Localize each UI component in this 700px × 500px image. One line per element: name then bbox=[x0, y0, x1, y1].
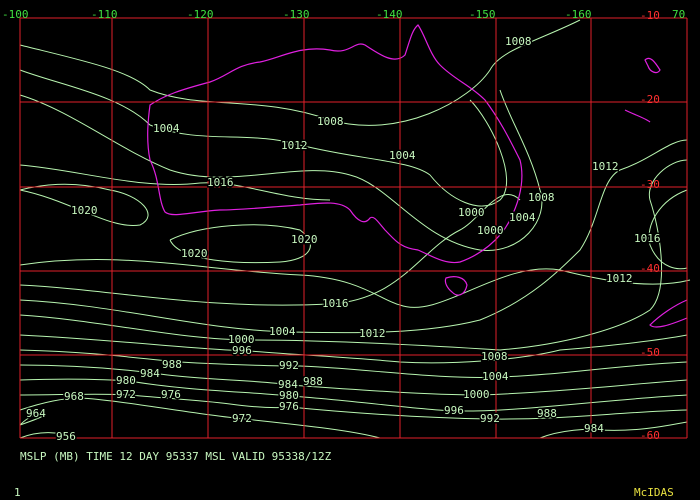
isobars bbox=[19, 19, 691, 439]
isobar bbox=[19, 397, 381, 439]
isobar bbox=[19, 19, 581, 126]
latitude-label: -20 bbox=[640, 93, 660, 106]
tasmania-coast bbox=[444, 276, 468, 296]
isobar bbox=[19, 139, 688, 334]
isobar-label: 992 bbox=[279, 359, 299, 372]
isobar-label: 1008 bbox=[481, 350, 508, 363]
isobar bbox=[19, 378, 688, 412]
isobar bbox=[19, 364, 688, 396]
isobar-label: 992 bbox=[480, 412, 500, 425]
isobar-label: 1012 bbox=[592, 160, 619, 173]
labels: -100 -110 -120 -130 -140 -150 -160 70 -10 -20 -30 -… bbox=[2, 8, 685, 445]
isobar bbox=[19, 193, 521, 306]
latitude-label: -10 bbox=[640, 9, 660, 22]
isobar-label: 1000 bbox=[463, 388, 490, 401]
isobar-label: 1004 bbox=[482, 370, 509, 383]
latitude-label: -40 bbox=[640, 262, 660, 275]
isobar-label: 1020 bbox=[181, 247, 208, 260]
longitude-label: -160 bbox=[565, 8, 592, 21]
isobar bbox=[19, 334, 688, 364]
isobar-label: 1020 bbox=[71, 204, 98, 217]
isobar bbox=[19, 89, 543, 251]
isobar bbox=[19, 432, 71, 439]
graticule bbox=[19, 17, 688, 439]
isobar bbox=[19, 159, 688, 351]
isobar bbox=[169, 224, 311, 264]
isobar-label: 996 bbox=[444, 404, 464, 417]
isobar bbox=[539, 421, 688, 439]
isobar-label: 1008 bbox=[505, 35, 532, 48]
isobar-label: 1016 bbox=[322, 297, 349, 310]
isobar-label: 1004 bbox=[269, 325, 296, 338]
isobar-label: 976 bbox=[279, 400, 299, 413]
isobar-label: 1020 bbox=[291, 233, 318, 246]
isobar bbox=[19, 183, 149, 227]
isobar-label: 1008 bbox=[528, 191, 555, 204]
latitude-label: -50 bbox=[640, 346, 660, 359]
australia-coast bbox=[147, 24, 523, 264]
longitude-label: -130 bbox=[283, 8, 310, 21]
brand: McIDAS bbox=[634, 486, 674, 499]
isobar-label: 972 bbox=[116, 388, 136, 401]
isobar-label: 968 bbox=[64, 390, 84, 403]
isobar-label: 996 bbox=[232, 344, 252, 357]
isobar-label: 984 bbox=[278, 378, 298, 391]
isobar bbox=[19, 413, 45, 426]
isobar-label: 980 bbox=[279, 389, 299, 402]
islands-coast bbox=[624, 57, 661, 123]
isobar-label: 980 bbox=[116, 374, 136, 387]
isobar-label: 1004 bbox=[389, 149, 416, 162]
isobar bbox=[19, 164, 331, 201]
isobar-label: 988 bbox=[537, 407, 557, 420]
longitude-label: -110 bbox=[91, 8, 118, 21]
caption: MSLP (MB) TIME 12 DAY 95337 MSL VALID 95… bbox=[20, 450, 332, 463]
isobar-label: 984 bbox=[584, 422, 604, 435]
latitude-label: -60 bbox=[640, 429, 660, 442]
isobar-label: 1004 bbox=[509, 211, 536, 224]
latitude-label: -30 bbox=[640, 178, 660, 191]
isobar-label: 1016 bbox=[207, 176, 234, 189]
isobar-label: 1012 bbox=[359, 327, 386, 340]
isobar-label: 1000 bbox=[228, 333, 255, 346]
isobar bbox=[19, 393, 688, 420]
isobar-label: 1012 bbox=[281, 139, 308, 152]
longitude-label: -140 bbox=[376, 8, 403, 21]
isobar-label: 988 bbox=[162, 358, 182, 371]
coastlines bbox=[147, 24, 688, 328]
isobar-label: 1012 bbox=[606, 272, 633, 285]
isobar bbox=[648, 189, 688, 270]
isobar-label: 972 bbox=[232, 412, 252, 425]
isobar-label: 1000 bbox=[458, 206, 485, 219]
frame-number: 1 bbox=[14, 486, 21, 499]
isobar-label: 984 bbox=[140, 367, 160, 380]
isobar-label: 1008 bbox=[317, 115, 344, 128]
longitude-label: -120 bbox=[187, 8, 214, 21]
isobar bbox=[19, 69, 508, 207]
isobar-label: 988 bbox=[303, 375, 323, 388]
longitude-label: -100 bbox=[2, 8, 29, 21]
isobar-label: 976 bbox=[161, 388, 181, 401]
new-zealand-coast bbox=[649, 299, 688, 328]
isobar-label: 1000 bbox=[477, 224, 504, 237]
isobar-label: 964 bbox=[26, 407, 46, 420]
longitude-label: 70 bbox=[672, 8, 685, 21]
isobar-label: 1004 bbox=[153, 122, 180, 135]
isobar bbox=[19, 349, 688, 378]
isobar-label: 1016 bbox=[634, 232, 661, 245]
longitude-label: -150 bbox=[469, 8, 496, 21]
